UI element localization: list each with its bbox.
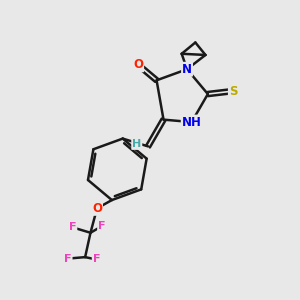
Text: N: N [182,63,192,76]
Text: F: F [69,222,76,233]
Text: F: F [98,221,106,231]
Text: F: F [93,254,100,265]
Text: NH: NH [182,116,202,129]
Text: O: O [92,202,102,215]
Text: H: H [132,139,141,149]
Text: S: S [229,85,237,98]
Text: F: F [64,254,72,264]
Text: O: O [133,58,143,71]
